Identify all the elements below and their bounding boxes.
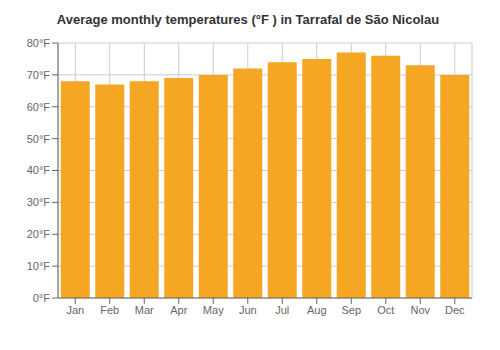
svg-text:50°F: 50°F [27, 133, 51, 145]
svg-text:Jun: Jun [239, 304, 257, 316]
svg-text:Jan: Jan [66, 304, 84, 316]
svg-text:70°F: 70°F [27, 69, 51, 81]
svg-text:Apr: Apr [170, 304, 187, 316]
svg-text:May: May [203, 304, 224, 316]
svg-text:Jul: Jul [275, 304, 289, 316]
svg-text:80°F: 80°F [27, 37, 51, 49]
svg-text:30°F: 30°F [27, 196, 51, 208]
svg-text:Nov: Nov [410, 304, 430, 316]
svg-text:Feb: Feb [100, 304, 119, 316]
svg-text:Sep: Sep [341, 304, 361, 316]
svg-text:60°F: 60°F [27, 101, 51, 113]
svg-text:Dec: Dec [445, 304, 465, 316]
svg-text:40°F: 40°F [27, 164, 51, 176]
svg-text:Oct: Oct [377, 304, 394, 316]
html-text:Average monthly temperatures (: Average monthly temperatures (°F ) in Ta… [56, 12, 440, 27]
svg-text:20°F: 20°F [27, 228, 51, 240]
svg-text:0°F: 0°F [33, 292, 51, 304]
svg-text:10°F: 10°F [27, 260, 51, 272]
svg-text:Mar: Mar [135, 304, 154, 316]
svg-text:Aug: Aug [307, 304, 327, 316]
